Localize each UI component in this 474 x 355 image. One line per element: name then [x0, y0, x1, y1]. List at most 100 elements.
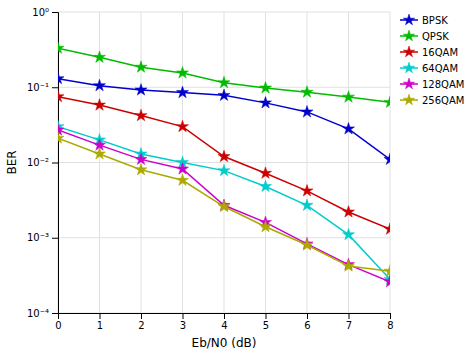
tick-mark	[307, 313, 308, 319]
grid	[58, 12, 390, 313]
point	[93, 51, 105, 62]
series	[58, 120, 390, 284]
legend-item: BPSK	[400, 14, 448, 26]
tick-label: 10⁻⁴	[27, 308, 49, 319]
legend-symbol	[403, 14, 414, 25]
tick-label: 6	[304, 320, 310, 331]
tick-label: 8	[387, 320, 393, 331]
grid-line	[141, 12, 142, 313]
point	[301, 199, 313, 210]
point	[135, 109, 147, 120]
point	[218, 200, 230, 211]
point	[93, 99, 105, 110]
point	[58, 124, 64, 135]
series	[58, 124, 390, 287]
tick-label: 2	[138, 320, 144, 331]
point	[384, 223, 390, 234]
grid-line	[265, 12, 266, 313]
point	[176, 120, 188, 131]
tick-mark	[390, 313, 391, 319]
point	[135, 84, 147, 95]
point	[93, 79, 105, 90]
tick-label: 5	[263, 320, 269, 331]
tick-label: 10⁻²	[27, 157, 49, 168]
tick: 4	[221, 313, 227, 331]
point	[342, 228, 354, 239]
tick-label: 10⁰	[32, 7, 49, 18]
tick-mark	[141, 313, 142, 319]
point	[384, 275, 390, 286]
tick-label: 4	[221, 320, 227, 331]
y-axis-title: BER	[5, 150, 19, 174]
tick: 10⁻²	[27, 157, 58, 168]
point	[218, 76, 230, 87]
point	[135, 163, 147, 174]
point	[259, 82, 271, 93]
legend-symbol	[403, 78, 414, 89]
tick: 10⁻³	[27, 232, 58, 243]
tick: 7	[346, 313, 352, 331]
point	[135, 61, 147, 72]
point	[301, 185, 313, 196]
legend-item: 64QAM	[400, 62, 458, 74]
tick: 3	[180, 313, 186, 331]
point	[301, 106, 313, 117]
point	[384, 265, 390, 276]
point	[218, 164, 230, 175]
tick: 5	[263, 313, 269, 331]
line	[58, 127, 390, 280]
point	[176, 67, 188, 78]
series	[58, 90, 390, 234]
point	[301, 239, 313, 250]
x-axis: 0 1 2 3 4 5 6 7 8	[55, 313, 393, 331]
legend-item: QPSK	[400, 30, 449, 42]
legend-symbol	[403, 46, 414, 57]
tick-label: 0	[55, 320, 61, 331]
grid-line	[224, 12, 225, 313]
tick-mark	[349, 313, 350, 319]
point	[93, 148, 105, 159]
point	[301, 86, 313, 97]
point	[259, 167, 271, 178]
legend-symbol	[403, 30, 414, 41]
point	[259, 180, 271, 191]
tick: 2	[138, 313, 144, 331]
point	[384, 96, 390, 107]
line	[58, 130, 390, 282]
tick-mark	[52, 12, 58, 13]
tick-label: 3	[180, 320, 186, 331]
y-axis: 10⁻⁴ 10⁻³ 10⁻² 10⁻¹ 10⁰	[27, 7, 59, 319]
point	[58, 90, 64, 101]
tick-label: 1	[97, 320, 103, 331]
line	[58, 48, 390, 102]
tick: 8	[387, 313, 393, 331]
tick-mark	[224, 313, 225, 319]
series	[58, 42, 390, 108]
tick: 10⁻¹	[27, 82, 58, 93]
tick-mark	[183, 313, 184, 319]
point	[176, 86, 188, 97]
point	[342, 206, 354, 217]
series	[58, 72, 390, 164]
legend: BPSKQPSK16QAM64QAM128QAM256QAM	[400, 14, 464, 106]
tick: 10⁻⁴	[27, 308, 58, 319]
legend-item: 128QAM	[400, 78, 464, 90]
point	[342, 123, 354, 134]
tick-mark	[52, 313, 58, 314]
point	[342, 91, 354, 102]
chart: 01234567810⁻⁴10⁻³10⁻²10⁻¹10⁰Eb/N0 (dB)BE…	[0, 0, 474, 355]
tick: 10⁰	[32, 7, 58, 18]
legend-label: BPSK	[422, 15, 448, 26]
tick-label: 10⁻¹	[27, 82, 49, 93]
line	[58, 138, 390, 271]
tick: 1	[97, 313, 103, 331]
tick-mark	[52, 87, 58, 88]
point	[58, 72, 64, 83]
legend-symbol	[403, 62, 414, 73]
point	[259, 220, 271, 231]
tick: 6	[304, 313, 310, 331]
legend-label: 128QAM	[422, 79, 464, 90]
legend-label: 64QAM	[422, 63, 458, 74]
tick-label: 10⁻³	[27, 232, 49, 243]
legend-label: 256QAM	[422, 95, 464, 106]
